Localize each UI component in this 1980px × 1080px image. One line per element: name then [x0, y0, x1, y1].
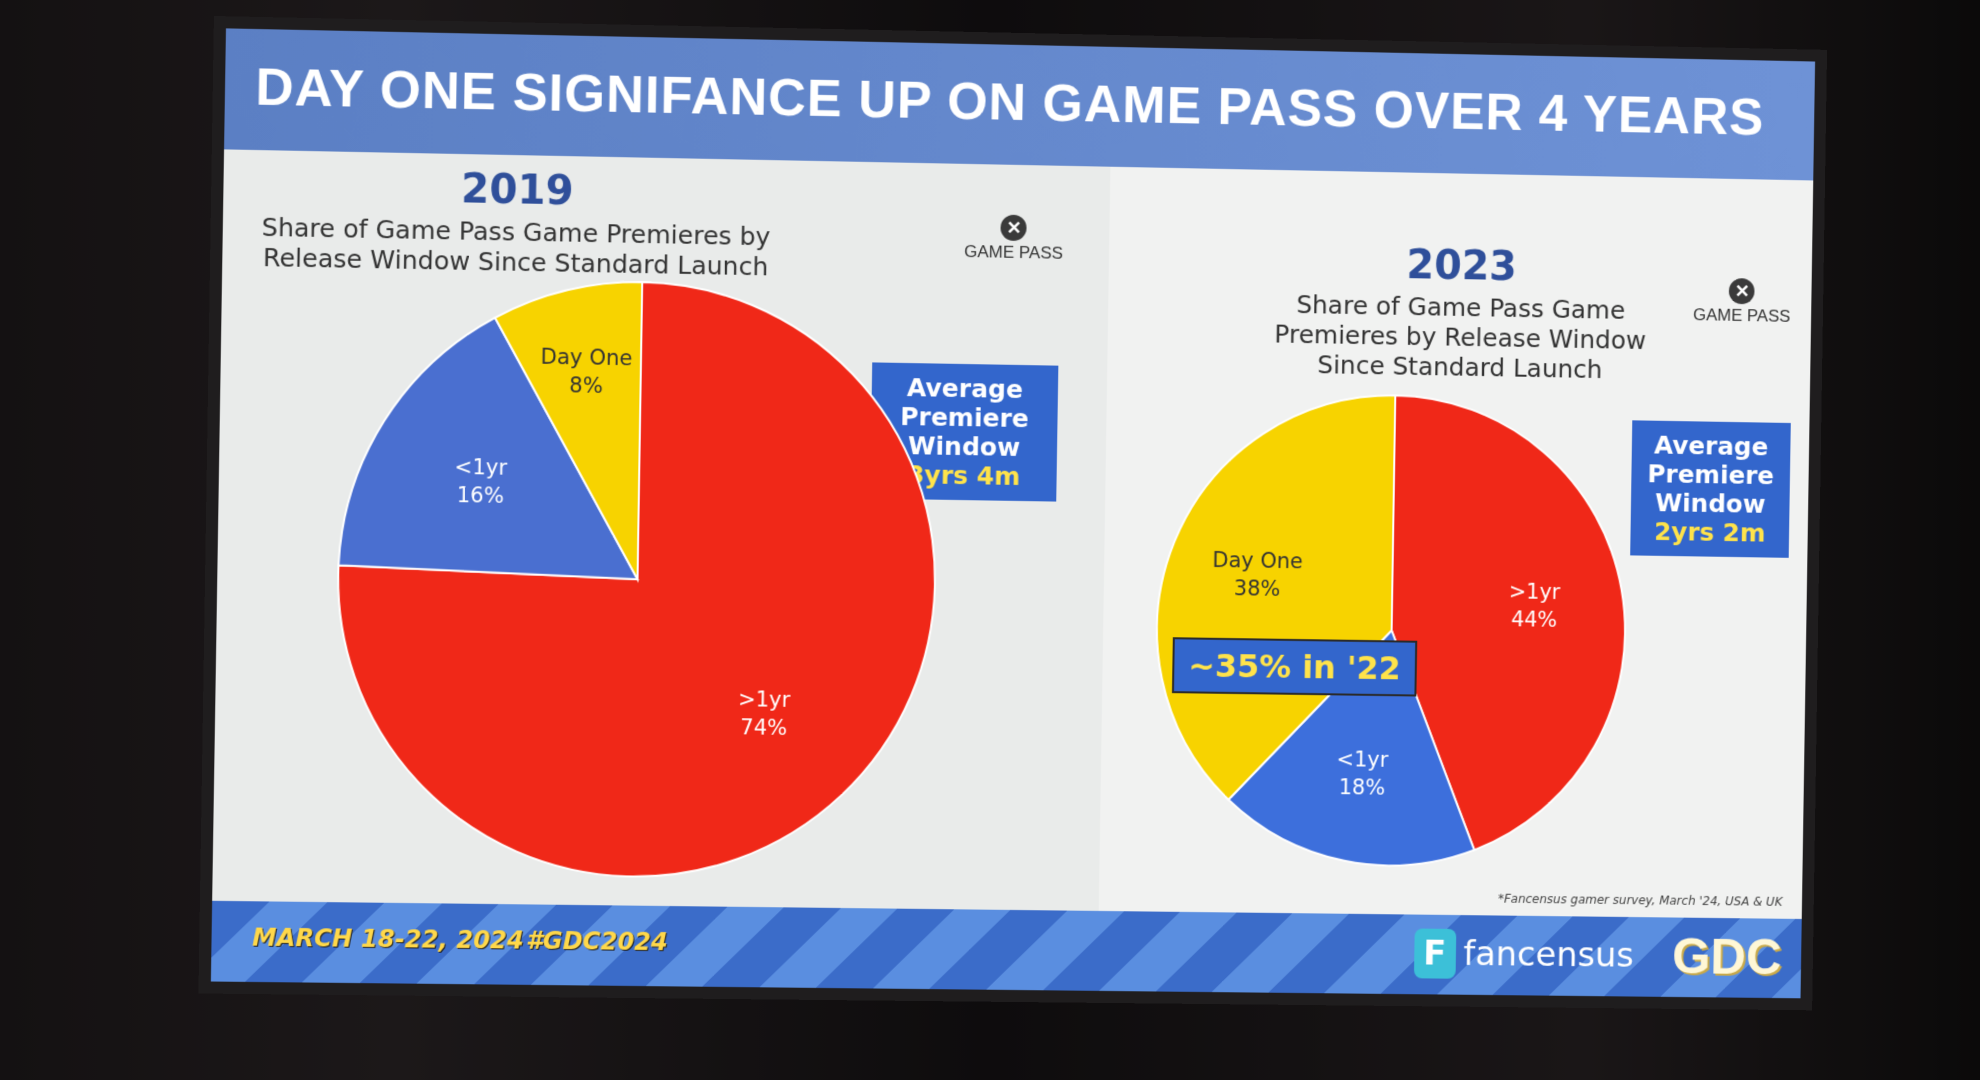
xbox-icon: ✕	[1001, 215, 1027, 241]
game-pass-logo: ✕ GAME PASS	[964, 214, 1064, 264]
logo-text: GAME PASS	[1693, 305, 1791, 326]
brand-text: fancensus	[1463, 934, 1634, 976]
slide-title: DAY ONE SIGNIFANCE UP ON GAME PASS OVER …	[255, 57, 1765, 148]
chart-year: 2019	[211, 159, 960, 222]
pie-chart-2023	[1149, 387, 1632, 872]
slice-name: >1yr	[1509, 577, 1561, 606]
avg-value: 2yrs 2m	[1638, 517, 1781, 548]
slice-label: Day One 8%	[540, 342, 633, 400]
gdc-logo: GDC	[1672, 927, 1782, 986]
avg-label: Average Premiere Window	[1647, 431, 1774, 519]
chart-2019-panel: 2019 Share of Game Pass Game Premieres b…	[212, 149, 1110, 911]
pie-chart-2019	[329, 273, 943, 885]
event-hashtag: #GDC2024	[526, 927, 668, 957]
slice-label: >1yr 74%	[737, 685, 790, 742]
fancensus-icon: F	[1413, 928, 1455, 978]
slice-name: Day One	[540, 342, 632, 372]
slice-name: <1yr	[454, 453, 507, 482]
annotation-box: ~35% in '22	[1172, 637, 1417, 696]
average-window-box: Average Premiere Window 2yrs 2m	[1630, 420, 1791, 558]
slice-value: 16%	[454, 481, 507, 510]
game-pass-logo: ✕ GAME PASS	[1693, 277, 1791, 326]
slice-value: 8%	[540, 371, 632, 401]
slice-value: 74%	[737, 713, 790, 742]
xbox-icon: ✕	[1729, 278, 1755, 304]
slice-name: <1yr	[1336, 745, 1388, 774]
slice-value: 18%	[1336, 773, 1388, 802]
slice-value: 44%	[1508, 605, 1560, 634]
slice-label: <1yr 18%	[1336, 745, 1388, 801]
slice-name: >1yr	[738, 685, 791, 714]
presentation-slide: DAY ONE SIGNIFANCE UP ON GAME PASS OVER …	[211, 28, 1815, 998]
fancensus-logo: Ffancensus	[1413, 928, 1634, 980]
slice-label: >1yr 44%	[1508, 577, 1560, 633]
slice-label: <1yr 16%	[454, 453, 508, 510]
event-dates: MARCH 18-22, 2024	[252, 923, 524, 954]
slice-value: 38%	[1212, 574, 1303, 603]
chart-2023-panel: 2023 Share of Game Pass Game Premieres b…	[1099, 167, 1814, 919]
slice-label: Day One 38%	[1212, 546, 1303, 603]
footnote: *Fancensus gamer survey, March '24, USA …	[1498, 892, 1783, 909]
slice-name: Day One	[1212, 546, 1303, 575]
footer-band: MARCH 18-22, 2024 #GDC2024 Ffancensus GD…	[211, 901, 1802, 998]
logo-text: GAME PASS	[964, 242, 1063, 263]
